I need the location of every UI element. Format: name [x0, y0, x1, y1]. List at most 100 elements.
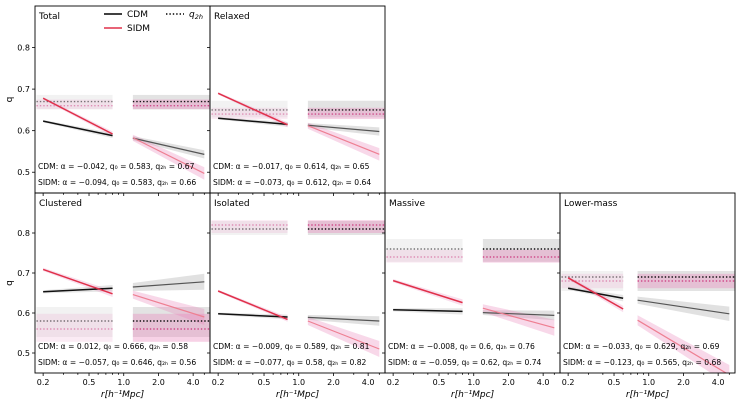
plot-area — [561, 271, 735, 373]
band-sidm-outer — [637, 315, 730, 373]
y-tick-label: 0.8 — [17, 229, 30, 238]
panel-title: Massive — [389, 199, 425, 209]
x-axis-label: r[h⁻¹Mpc] — [451, 390, 495, 400]
x-tick-label: 1.0 — [467, 378, 480, 387]
annotation-sidm: SIDM: α = −0.057, q₀ = 0.646, q₂ₕ = 0.56 — [38, 358, 196, 367]
annotation-sidm: SIDM: α = −0.059, q₀ = 0.62, q₂ₕ = 0.74 — [388, 358, 542, 367]
line-cdm-inner — [43, 287, 113, 293]
line-cdm-outer — [307, 316, 380, 322]
annotation-sidm: SIDM: α = −0.094, q₀ = 0.583, q₂ₕ = 0.66 — [38, 178, 196, 187]
line-sidm-inner — [392, 279, 463, 304]
panel-lower-mass: Lower-mass 0.2 0.5 1.0 2.0 4.0 r[h⁻¹Mpc] CDM: α… — [557, 192, 736, 400]
x-tick-label: 0.2 — [387, 378, 400, 387]
plot-area — [386, 239, 560, 336]
line-sidm-inner — [42, 97, 113, 135]
line-sidm-outer — [637, 319, 728, 373]
q2h-band-sidm — [386, 249, 463, 263]
y-tick-label: 0.7 — [17, 269, 30, 278]
line-cdm-inner — [393, 309, 463, 313]
line-cdm-inner — [42, 120, 113, 137]
line-cdm-outer — [307, 124, 380, 133]
annotation-cdm: CDM: α = 0.012, q₀ = 0.666, q₂ₕ = 0.58 — [38, 342, 188, 351]
annotation-cdm: CDM: α = −0.017, q₀ = 0.614, q₂ₕ = 0.65 — [213, 162, 370, 171]
x-tick-label: 0.5 — [433, 378, 446, 387]
band-sidm-outer — [482, 304, 555, 336]
x-axis-label: r[h⁻¹Mpc] — [101, 390, 145, 400]
line-cdm-outer — [132, 281, 205, 288]
line-sidm-outer — [307, 320, 380, 350]
panel-title: Total — [38, 12, 60, 22]
plot-area — [211, 220, 385, 357]
line-cdm-inner — [218, 117, 288, 126]
q2h-band-cdm — [211, 100, 288, 118]
x-tick-label: 0.5 — [83, 378, 96, 387]
x-tick-label: 4.0 — [537, 378, 550, 387]
line-sidm-outer — [132, 137, 205, 175]
line-cdm-outer — [482, 312, 555, 316]
q2h-band-cdm — [307, 221, 385, 235]
x-axis-label: r[h⁻¹Mpc] — [626, 390, 670, 400]
x-tick-label: 2.0 — [327, 378, 340, 387]
band-sidm-outer — [307, 122, 380, 161]
plot-area — [211, 92, 385, 161]
q2h-band-cdm — [386, 239, 463, 262]
x-tick-label: 0.2 — [562, 378, 575, 387]
line-sidm-inner — [217, 290, 288, 321]
q2h-band-cdm — [132, 307, 210, 337]
panels: Total 0.5 0.6 0.7 0.8 q CDM: α = −0.042, q₀ = … — [5, 5, 736, 400]
y-tick-label: 0.6 — [17, 127, 30, 136]
band-cdm-outer — [132, 273, 205, 291]
x-tick-label: 4.0 — [362, 378, 375, 387]
q2h-band-sidm — [307, 220, 385, 233]
panel-massive: Massive 0.2 0.5 1.0 2.0 4.0 r[h⁻¹Mpc] CDM: α = … — [382, 192, 561, 400]
annotation-cdm: CDM: α = −0.042, q₀ = 0.583, q₂ₕ = 0.67 — [38, 162, 195, 171]
panel-total: Total 0.5 0.6 0.7 0.8 q CDM: α = −0.042, q₀ = … — [5, 5, 211, 196]
x-tick-label: 1.0 — [292, 378, 305, 387]
legend: CDM SIDM q2h — [104, 10, 203, 34]
y-tick-label: 0.6 — [17, 309, 30, 318]
annotation-cdm: CDM: α = −0.033, q₀ = 0.629, q₂ₕ = 0.69 — [563, 342, 720, 351]
line-sidm-inner — [567, 277, 624, 310]
x-tick-label: 4.0 — [187, 378, 200, 387]
x-tick-label: 1.0 — [642, 378, 655, 387]
q2h-band-sidm — [36, 313, 113, 342]
panel-title: Isolated — [214, 199, 250, 209]
line-sidm-inner — [217, 92, 288, 126]
panel-relaxed: Relaxed CDM: α = −0.017, q₀ = 0.614, q₂ₕ … — [207, 5, 386, 196]
band-sidm-outer — [307, 317, 380, 357]
q2h-band-cdm — [211, 221, 288, 235]
annotation-sidm: SIDM: α = −0.123, q₀ = 0.565, q₂ₕ = 0.68 — [563, 358, 721, 367]
annotation-cdm: CDM: α = −0.009, q₀ = 0.589, q₂ₕ = 0.81 — [213, 342, 370, 351]
y-tick-label: 0.7 — [17, 85, 30, 94]
plot-area — [36, 267, 210, 342]
y-axis-label: q — [5, 280, 15, 286]
band-sidm-outer — [132, 290, 205, 325]
line-cdm-outer — [637, 299, 730, 315]
line-cdm-inner — [218, 313, 288, 318]
x-tick-label: 0.5 — [608, 378, 621, 387]
x-tick-label: 0.2 — [37, 378, 50, 387]
q2h-band-cdm — [482, 239, 560, 262]
y-tick-label: 0.5 — [17, 168, 30, 177]
x-tick-label: 2.0 — [152, 378, 165, 387]
band-sidm-inner — [393, 279, 463, 306]
y-tick-label: 0.8 — [17, 44, 30, 53]
q2h-band-sidm — [211, 220, 288, 233]
panel-isolated: Isolated 0.2 0.5 1.0 2.0 4.0 r[h⁻¹Mpc] CDM: α =… — [207, 192, 386, 400]
q2h-band-sidm — [36, 99, 113, 110]
band-cdm-outer — [637, 296, 730, 321]
panel-title: Lower-mass — [564, 199, 618, 209]
y-tick-label: 0.5 — [17, 349, 30, 358]
panel-title: Relaxed — [214, 12, 250, 22]
plot-area — [36, 94, 210, 180]
x-tick-label: 4.0 — [712, 378, 725, 387]
legend-label-sidm: SIDM — [127, 24, 150, 34]
annotation-sidm: SIDM: α = −0.077, q₀ = 0.58, q₂ₕ = 0.82 — [213, 358, 367, 367]
panel-frame — [559, 192, 736, 374]
q2h-band-cdm — [36, 307, 113, 337]
legend-label-q: q2h — [189, 10, 203, 21]
line-sidm-outer — [482, 307, 555, 329]
q2h-band-sidm — [482, 249, 560, 263]
legend-subscript: 2h — [195, 13, 203, 21]
